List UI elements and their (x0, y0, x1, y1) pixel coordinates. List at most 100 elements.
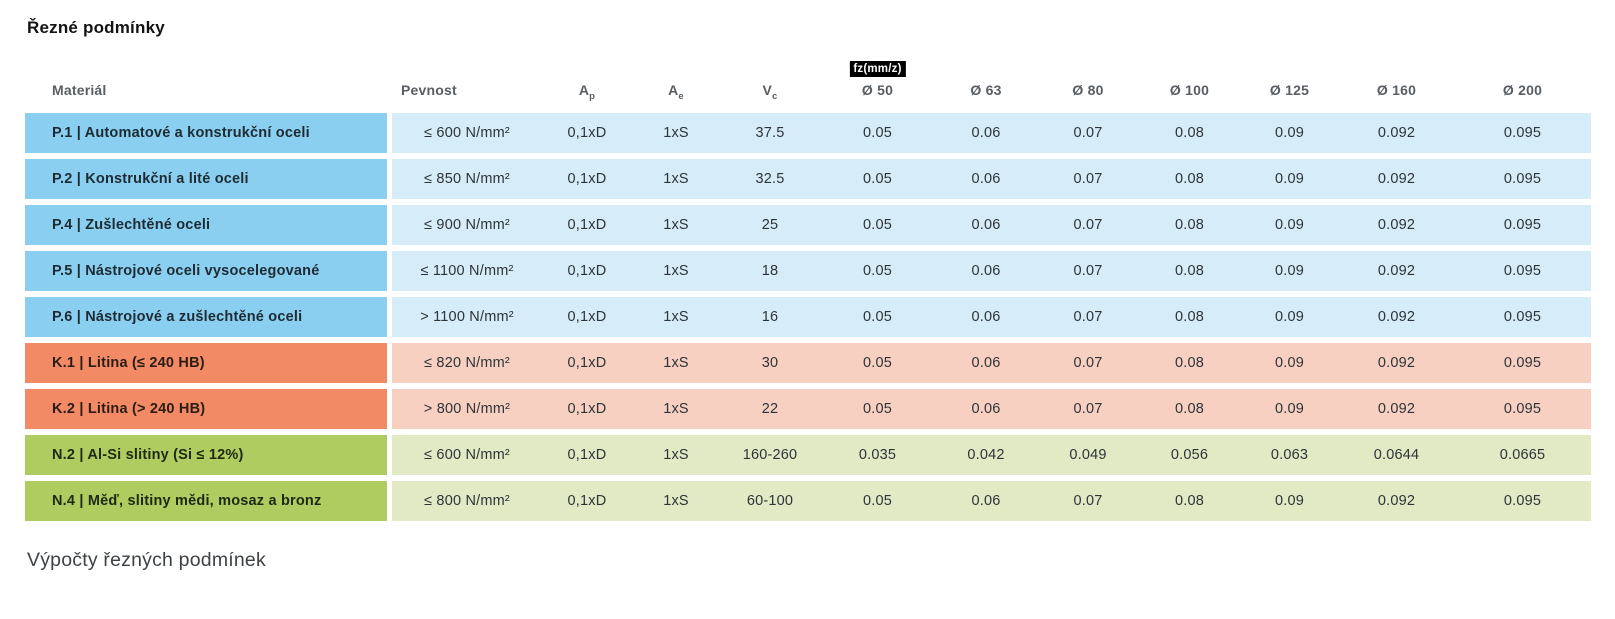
column-header-d125: Ø 125 (1240, 44, 1339, 107)
value-cell: ≤ 820 N/mm² (392, 343, 542, 383)
material-cell: P.1 | Automatové a konstrukční oceli (25, 113, 392, 153)
value-cell: 32.5 (720, 159, 820, 199)
value-cell: 37.5 (720, 113, 820, 153)
value-cell: 0.095 (1454, 297, 1591, 337)
value-cell: 0.05 (820, 205, 935, 245)
column-header-label: Ø 125 (1269, 82, 1310, 98)
value-cell: 0,1xD (542, 297, 632, 337)
value-cell: 1xS (632, 205, 720, 245)
value-cell: 0.095 (1454, 481, 1591, 521)
table-row: N.4 | Měď, slitiny mědi, mosaz a bronz ≤ … (25, 481, 1591, 521)
material-cell: K.2 | Litina (> 240 HB) (25, 389, 392, 429)
value-cell: 0.08 (1139, 297, 1240, 337)
column-header-ap: Ap (542, 44, 632, 107)
value-cell: 1xS (632, 435, 720, 475)
value-cell: 0.0644 (1339, 435, 1454, 475)
table-row: P.1 | Automatové a konstrukční oceli ≤ 60… (25, 113, 1591, 153)
value-cell: 1xS (632, 159, 720, 199)
value-cell: ≤ 1100 N/mm² (392, 251, 542, 291)
table-row: P.2 | Konstrukční a lité oceli ≤ 850 N/mm… (25, 159, 1591, 199)
value-cell: 0.07 (1037, 205, 1139, 245)
table-row: K.1 | Litina (≤ 240 HB) ≤ 820 N/mm² 0,1xD 1… (25, 343, 1591, 383)
table-header: Materiál Pevnost Ap Ae Vc Ø 50 fz(mm/z) Ø 63 Ø 8… (25, 44, 1591, 107)
value-cell: 60-100 (720, 481, 820, 521)
column-header-d160: Ø 160 (1339, 44, 1454, 107)
table-row: P.4 | Zušlechtěné oceli ≤ 900 N/mm² 0,1xD 1… (25, 205, 1591, 245)
value-cell: 160-260 (720, 435, 820, 475)
value-cell: ≤ 600 N/mm² (392, 113, 542, 153)
table-row: P.6 | Nástrojové a zušlechtěné oceli > 11… (25, 297, 1591, 337)
value-cell: 0.05 (820, 159, 935, 199)
value-cell: 0.08 (1139, 205, 1240, 245)
column-header-label: Materiál (52, 82, 107, 98)
value-cell: 0.095 (1454, 251, 1591, 291)
value-cell: 1xS (632, 297, 720, 337)
value-cell: 0.06 (935, 343, 1037, 383)
column-header-subscript: c (772, 90, 778, 102)
material-cell: N.2 | Al-Si slitiny (Si ≤ 12%) (25, 435, 392, 475)
value-cell: 30 (720, 343, 820, 383)
value-cell: 0.06 (935, 205, 1037, 245)
table-row: K.2 | Litina (> 240 HB) > 800 N/mm² 0,1xD 1… (25, 389, 1591, 429)
table-row: P.5 | Nástrojové oceli vysocelegované ≤ 1… (25, 251, 1591, 291)
table-row: N.2 | Al-Si slitiny (Si ≤ 12%) ≤ 600 N/mm… (25, 435, 1591, 475)
value-cell: 0.07 (1037, 251, 1139, 291)
column-header-subscript: p (589, 90, 596, 102)
value-cell: 0,1xD (542, 435, 632, 475)
value-cell: 0.092 (1339, 159, 1454, 199)
value-cell: 0.06 (935, 481, 1037, 521)
value-cell: 0.092 (1339, 251, 1454, 291)
value-cell: 0.092 (1339, 389, 1454, 429)
value-cell: 0.08 (1139, 389, 1240, 429)
value-cell: 0.07 (1037, 113, 1139, 153)
value-cell: 0.092 (1339, 205, 1454, 245)
value-cell: 0.08 (1139, 343, 1240, 383)
column-header-d80: Ø 80 (1037, 44, 1139, 107)
section-title: Výpočty řezných podmínek (27, 549, 266, 571)
value-cell: 0.09 (1240, 343, 1339, 383)
column-header-label: A (578, 82, 590, 98)
cutting-conditions-page: Řezné podmínky Materiál Pevnost Ap Ae Vc Ø 50… (0, 18, 1615, 619)
value-cell: 25 (720, 205, 820, 245)
value-cell: 0.05 (820, 343, 935, 383)
column-header-label: Ø 100 (1169, 82, 1210, 98)
value-cell: 0.09 (1240, 205, 1339, 245)
value-cell: 0,1xD (542, 159, 632, 199)
value-cell: 0.095 (1454, 343, 1591, 383)
material-cell: P.6 | Nástrojové a zušlechtěné oceli (25, 297, 392, 337)
value-cell: 0,1xD (542, 481, 632, 521)
column-header-label: Ø 80 (1072, 82, 1104, 98)
value-cell: 0.09 (1240, 297, 1339, 337)
value-cell: 1xS (632, 251, 720, 291)
value-cell: 1xS (632, 343, 720, 383)
column-header-d63: Ø 63 (935, 44, 1037, 107)
value-cell: 0,1xD (542, 113, 632, 153)
column-header-label: A (668, 82, 679, 98)
value-cell: 0.095 (1454, 113, 1591, 153)
value-cell: ≤ 600 N/mm² (392, 435, 542, 475)
column-header-label: Ø 200 (1502, 82, 1543, 98)
value-cell: 0.08 (1139, 481, 1240, 521)
value-cell: 0.08 (1139, 159, 1240, 199)
value-cell: 22 (720, 389, 820, 429)
cutting-conditions-table: Materiál Pevnost Ap Ae Vc Ø 50 fz(mm/z) Ø 63 Ø 8… (25, 38, 1591, 527)
value-cell: 0.063 (1240, 435, 1339, 475)
value-cell: > 1100 N/mm² (392, 297, 542, 337)
column-header-label: Ø 160 (1376, 82, 1417, 98)
value-cell: 0.06 (935, 113, 1037, 153)
value-cell: 0.05 (820, 113, 935, 153)
value-cell: 0.042 (935, 435, 1037, 475)
column-header-material: Materiál (25, 44, 392, 107)
value-cell: 0,1xD (542, 205, 632, 245)
value-cell: 0.05 (820, 297, 935, 337)
value-cell: > 800 N/mm² (392, 389, 542, 429)
value-cell: 0.092 (1339, 113, 1454, 153)
value-cell: 1xS (632, 481, 720, 521)
value-cell: 1xS (632, 113, 720, 153)
column-header-pevnost: Pevnost (392, 44, 542, 107)
value-cell: 0.05 (820, 251, 935, 291)
value-cell: 0.07 (1037, 481, 1139, 521)
column-header-ae: Ae (632, 44, 720, 107)
value-cell: 0.056 (1139, 435, 1240, 475)
value-cell: 0.09 (1240, 113, 1339, 153)
